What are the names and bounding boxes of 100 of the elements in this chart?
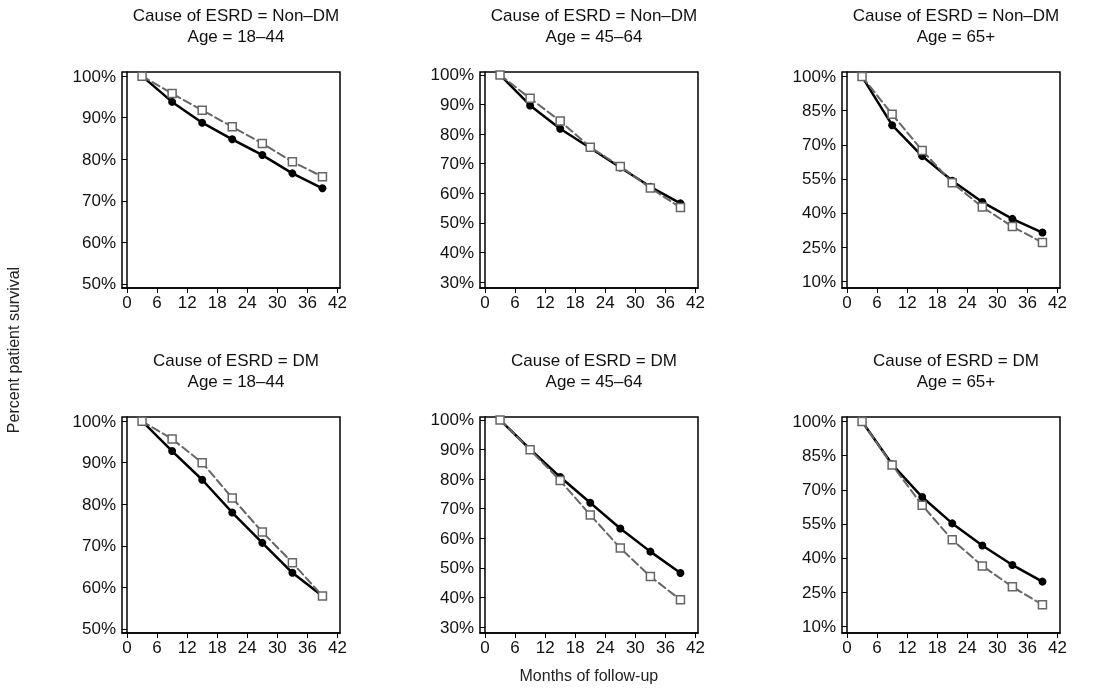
x-tick-label: 6 [872, 293, 882, 312]
x-tick-label: 36 [1017, 638, 1037, 657]
x-tick-label: 12 [535, 638, 555, 657]
x-tick-label: 12 [177, 293, 197, 312]
point [197, 457, 207, 468]
point [287, 156, 298, 167]
y-tick-label: 10% [801, 271, 836, 291]
x-tick-label: 0 [480, 293, 490, 312]
x-tick-label: 18 [565, 293, 585, 312]
point [675, 202, 686, 213]
point [1008, 561, 1017, 570]
point [918, 493, 927, 502]
y-tick-label: 50% [439, 213, 474, 233]
x-tick-label: 30 [625, 638, 645, 657]
y-tick-label: 55% [801, 514, 836, 534]
y-tick-label: 50% [81, 619, 116, 639]
point [257, 527, 268, 537]
y-tick-label: 100% [430, 410, 474, 430]
y-tick-label: 30% [439, 617, 474, 637]
point [227, 493, 237, 503]
x-tick-label: 36 [1017, 293, 1037, 312]
x-tick-label: 18 [927, 638, 947, 657]
chart-subtitle: Age = 65+ [916, 372, 996, 391]
x-tick-label: 12 [177, 638, 197, 657]
point [947, 535, 957, 545]
y-tick-label: 70% [801, 480, 836, 500]
chart-title: Cause of ESRD = DM [153, 351, 319, 370]
x-tick-label: 0 [122, 293, 132, 312]
y-tick-label: 100% [72, 66, 116, 86]
y-tick-label: 100% [792, 67, 836, 87]
point [228, 135, 237, 144]
x-tick-label: 12 [535, 293, 555, 312]
y-tick-label: 40% [801, 203, 836, 223]
point [525, 93, 535, 104]
point [586, 498, 595, 507]
x-tick-label: 0 [842, 293, 852, 312]
y-tick-label: 100% [72, 411, 116, 431]
y-tick-label: 70% [801, 135, 836, 155]
y-tick-label: 25% [801, 237, 836, 257]
y-tick-label: 80% [439, 124, 474, 144]
x-tick-label: 24 [957, 293, 977, 312]
point [978, 541, 987, 550]
y-tick-label: 90% [81, 108, 116, 128]
x-tick-label: 36 [297, 638, 317, 657]
y-tick-label: 90% [439, 440, 474, 460]
x-tick-label: 30 [267, 293, 287, 312]
point [888, 121, 897, 130]
x-tick-label: 24 [595, 293, 615, 312]
y-tick-label: 30% [439, 272, 474, 292]
point [917, 145, 927, 156]
point [228, 508, 237, 517]
point [616, 524, 625, 533]
x-tick-label: 30 [267, 638, 287, 657]
x-tick-label: 6 [152, 638, 162, 657]
x-tick-label: 24 [957, 638, 977, 657]
chart-title: Cause of ESRD = Non–DM [490, 6, 698, 25]
y-tick-label: 85% [801, 101, 836, 121]
chart-title: Cause of ESRD = Non–DM [132, 6, 340, 25]
point [645, 571, 656, 582]
y-tick-label: 60% [439, 183, 474, 203]
x-tick-label: 24 [237, 293, 257, 312]
point [227, 122, 237, 132]
y-axis-title: Percent patient survival [5, 266, 24, 434]
y-tick-label: 70% [439, 154, 474, 174]
y-tick-label: 60% [81, 577, 116, 597]
x-tick-label: 24 [595, 638, 615, 657]
y-tick-label: 70% [81, 191, 116, 211]
x-tick-label: 42 [328, 293, 347, 312]
x-tick-label: 18 [565, 638, 585, 657]
point [917, 500, 927, 510]
y-tick-label: 70% [439, 499, 474, 519]
y-tick-label: 60% [81, 232, 116, 252]
point [288, 169, 297, 178]
point [287, 558, 298, 568]
point [676, 568, 685, 577]
x-tick-label: 42 [328, 638, 347, 657]
y-tick-label: 100% [430, 65, 474, 85]
point [646, 547, 655, 556]
point [1008, 214, 1017, 223]
y-tick-label: 80% [81, 149, 116, 169]
point [556, 124, 565, 133]
point [1037, 600, 1048, 610]
x-tick-label: 0 [122, 638, 132, 657]
y-tick-label: 100% [792, 412, 836, 432]
point [1038, 228, 1047, 237]
x-tick-label: 42 [686, 638, 705, 657]
point [168, 97, 177, 106]
chart-subtitle: Age = 18–44 [187, 372, 285, 391]
y-tick-label: 40% [439, 587, 474, 607]
point [555, 475, 565, 486]
y-tick-label: 40% [801, 548, 836, 568]
x-tick-label: 24 [237, 638, 257, 657]
x-tick-label: 6 [510, 638, 520, 657]
y-tick-label: 50% [81, 274, 116, 294]
chart-subtitle: Age = 65+ [916, 27, 996, 46]
x-tick-label: 6 [510, 293, 520, 312]
y-tick-label: 55% [801, 169, 836, 189]
x-tick-label: 0 [842, 638, 852, 657]
point [167, 88, 177, 99]
point [198, 118, 207, 127]
